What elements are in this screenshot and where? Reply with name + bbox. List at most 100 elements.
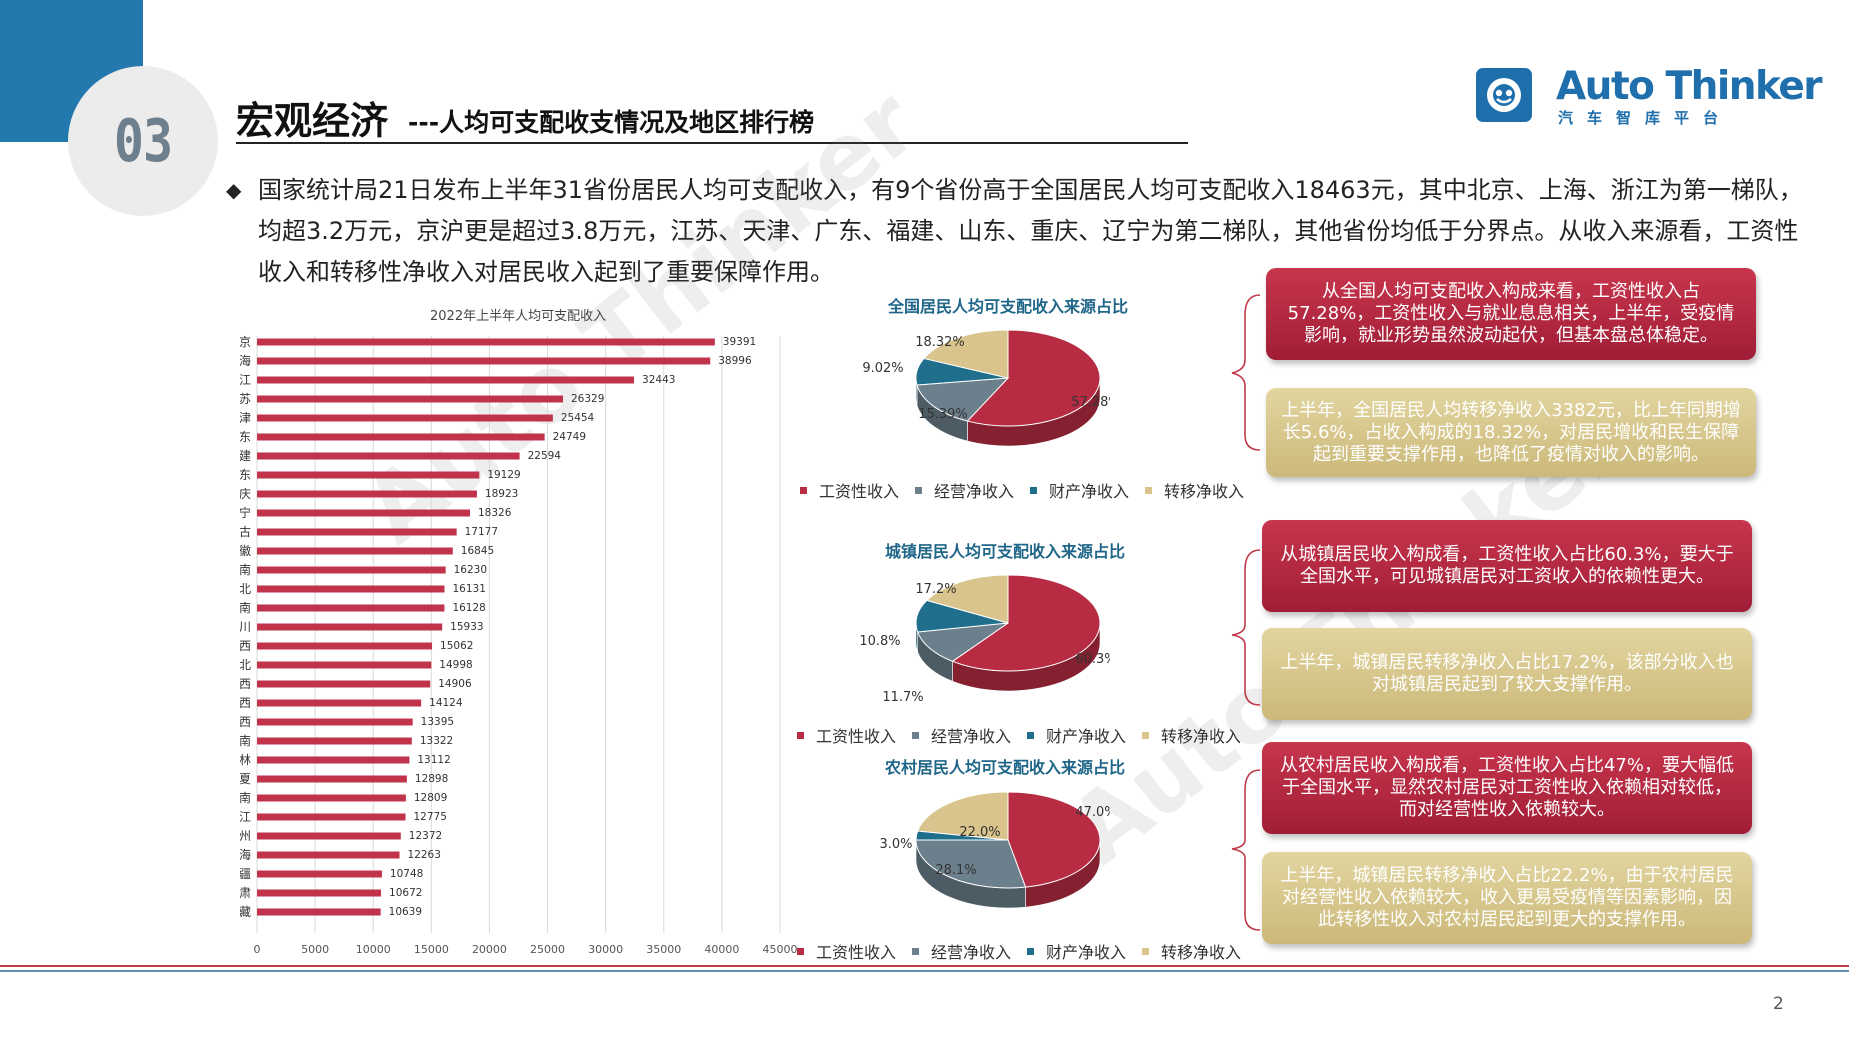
y-category-label: 北京 — [240, 335, 251, 349]
y-category-label: 湖南 — [240, 600, 251, 615]
bar-value-label: 12263 — [408, 849, 441, 861]
legend-item: 经营净收入 — [912, 723, 1011, 747]
logo-tagline: 汽车智库平台 — [1558, 109, 1733, 127]
legend-item: 财产净收入 — [1027, 723, 1126, 747]
legend-swatch-icon — [797, 947, 804, 955]
pie-slice — [916, 622, 1009, 662]
bar-value-label: 14124 — [429, 697, 463, 709]
pie-chart-title-urban: 城镇居民人均可支配收入来源占比 — [885, 542, 1126, 561]
y-category-label: 广西 — [240, 696, 251, 710]
bar-value-label: 19129 — [487, 469, 520, 481]
bar-value-label: 16128 — [452, 602, 485, 614]
y-category-label: 浙江 — [240, 373, 251, 387]
bar — [257, 908, 381, 916]
bar-value-label: 22594 — [528, 450, 562, 462]
pie-chart-national: 57.28% 15.39% 9.02% 18.32% — [862, 329, 1110, 447]
legend-label: 工资性收入 — [819, 482, 900, 501]
legend-swatch-icon — [797, 731, 804, 739]
y-category-label: 广东 — [240, 430, 251, 444]
legend-item: 转移净收入 — [1142, 939, 1241, 963]
bar-chart-title: 2022年上半年人均可支配收入 — [430, 309, 607, 324]
bar — [257, 870, 382, 878]
legend-item: 财产净收入 — [1027, 939, 1126, 963]
legend-swatch-icon — [800, 486, 807, 494]
bar-value-label: 14998 — [439, 659, 472, 671]
callout-urban-wage: 从城镇居民收入构成看，工资性收入占比60.3%，要大于全国水平，可见城镇居民对工… — [1262, 520, 1752, 612]
pie-legend-national: 工资性收入 经营净收入 财产净收入 转移净收入 — [800, 478, 1244, 502]
legend-swatch-icon — [912, 731, 920, 739]
y-category-label: 宁夏 — [240, 771, 251, 786]
bar — [257, 623, 443, 631]
bar-value-label: 12809 — [414, 792, 447, 804]
pie-chart-title-national: 全国居民人均可支配收入来源占比 — [888, 297, 1129, 316]
pie-slice-label: 9.02% — [862, 361, 903, 376]
legend-item: 财产净收入 — [1030, 478, 1129, 502]
y-category-label: 甘肃 — [240, 886, 251, 900]
x-tick-label: 40000 — [704, 943, 739, 956]
legend-label: 财产净收入 — [1046, 727, 1127, 746]
bar — [257, 832, 401, 840]
x-tick-label: 5000 — [301, 943, 329, 956]
legend-item: 转移净收入 — [1145, 478, 1244, 502]
bar — [257, 699, 422, 707]
callout-national-wage: 从全国人均可支配收入构成来看，工资性收入占57.28%，工资性收入与就业息息相关… — [1266, 268, 1756, 360]
bar — [257, 452, 520, 460]
legend-label: 转移净收入 — [1161, 727, 1242, 746]
legend-item: 工资性收入 — [797, 723, 896, 747]
bar — [257, 851, 400, 859]
callout-rural-wage: 从农村居民收入构成看，工资性收入占比47%，要大幅低于全国水平，显然农村居民对工… — [1262, 742, 1752, 834]
y-category-label: 上海 — [240, 353, 251, 368]
bar — [257, 395, 564, 403]
bar — [257, 661, 432, 669]
pie-legend-urban: 工资性收入 经营净收入 财产净收入 转移净收入 — [797, 723, 1241, 747]
bar — [257, 775, 407, 783]
y-category-label: 青海 — [240, 847, 251, 862]
legend-swatch-icon — [1030, 486, 1038, 494]
callout-urban-transfer: 上半年，城镇居民转移净收入占比17.2%，该部分收入也对城镇居民起到了较大支撑作… — [1262, 628, 1752, 720]
bar — [257, 357, 711, 365]
bar — [257, 547, 453, 555]
pie-slice-label: 57.28% — [1071, 395, 1110, 410]
pie-slice — [923, 329, 1009, 379]
y-category-label: 辽宁 — [240, 505, 251, 520]
y-category-label: 江苏 — [240, 392, 251, 406]
legend-label: 财产净收入 — [1049, 482, 1130, 501]
legend-swatch-icon — [915, 486, 923, 494]
bar — [257, 338, 715, 346]
pie-slice — [925, 574, 1009, 624]
bar-value-label: 13395 — [421, 716, 454, 728]
bar — [257, 642, 433, 650]
pie-chart-urban: 60.3% 11.7% 10.8% 17.2% — [859, 574, 1110, 705]
y-category-label: 内蒙古 — [240, 524, 251, 539]
callout-brackets — [1231, 294, 1261, 931]
y-category-label: 四川 — [240, 620, 251, 634]
pie-slice-label: 60.3% — [1075, 652, 1110, 667]
bar — [257, 566, 446, 574]
bar — [257, 604, 445, 612]
pie-slice-label: 15.39% — [918, 407, 968, 422]
page-subtitle: ---人均可支配收支情况及地区排行榜 — [408, 108, 815, 137]
legend-item: 工资性收入 — [797, 939, 896, 963]
footer-rule-red — [0, 965, 1849, 967]
bar-value-label: 32443 — [642, 374, 675, 386]
legend-label: 财产净收入 — [1046, 943, 1127, 962]
y-category-label: 黑龙江 — [240, 810, 251, 824]
intro-text: 国家统计局21日发布上半年31省份居民人均可支配收入，有9个省份高于全国居民人均… — [258, 176, 1803, 286]
bar-value-label: 26329 — [571, 393, 604, 405]
callout-national-transfer: 上半年，全国居民人均转移净收入3382元，比上年同期增长5.6%，占收入构成的1… — [1266, 388, 1756, 477]
bar — [257, 471, 480, 479]
legend-label: 经营净收入 — [931, 943, 1012, 962]
bar — [257, 528, 457, 536]
legend-label: 转移净收入 — [1164, 482, 1245, 501]
bar-value-label: 10672 — [389, 887, 422, 899]
bullet-diamond-icon: ◆ — [226, 178, 242, 202]
pie-slice-label: 22.0% — [959, 825, 1000, 840]
bar-value-label: 15062 — [440, 640, 473, 652]
bar-value-label: 10748 — [390, 868, 423, 880]
bar-value-label: 13322 — [420, 735, 453, 747]
bar-value-label: 18326 — [478, 507, 512, 519]
y-category-label: 贵州 — [240, 829, 251, 843]
legend-label: 经营净收入 — [934, 482, 1015, 501]
legend-swatch-icon — [1027, 947, 1035, 955]
legend-swatch-icon — [912, 947, 920, 955]
